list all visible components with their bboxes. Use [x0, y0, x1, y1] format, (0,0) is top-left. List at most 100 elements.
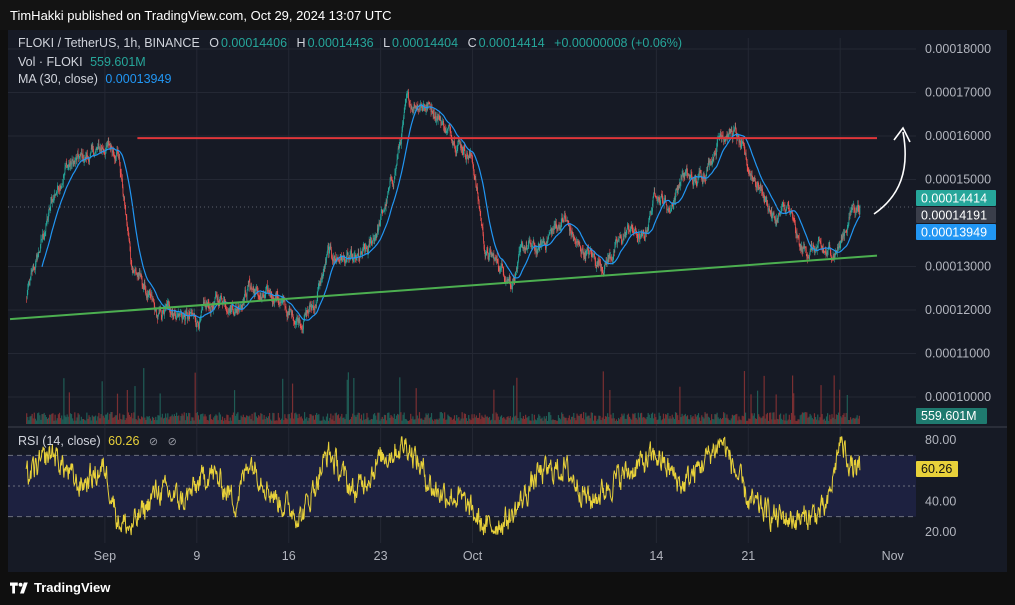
candle-body — [681, 175, 682, 177]
volume-bar — [179, 420, 181, 424]
candle-body — [465, 158, 467, 160]
candle-body — [384, 204, 386, 210]
candle-body — [332, 260, 334, 262]
volume-bar — [624, 418, 626, 424]
candle-body — [226, 309, 228, 312]
candle-body — [460, 143, 461, 148]
volume-bar — [689, 419, 691, 424]
volume-bar — [541, 417, 543, 424]
candle-body — [342, 256, 344, 260]
volume-bar — [516, 377, 518, 424]
volume-bar — [543, 416, 545, 424]
volume-legend[interactable]: Vol · FLOKI 559.601M — [18, 55, 148, 69]
volume-bar — [98, 412, 100, 424]
candle-body — [520, 243, 522, 246]
rsi-legend[interactable]: RSI (14, close) 60.26 ⊘ ⊘ — [18, 434, 179, 448]
volume-bar — [188, 412, 190, 424]
volume-bar — [665, 414, 667, 424]
volume-bar — [27, 417, 29, 424]
candle-body — [447, 128, 449, 129]
publish-bar: TimHakki published on TradingView.com, O… — [0, 0, 1015, 30]
candle-body — [221, 298, 223, 301]
candle-body — [344, 261, 346, 264]
candle-body — [473, 170, 475, 179]
volume-bar — [96, 420, 98, 424]
candle-body — [730, 129, 732, 132]
candle-body — [347, 253, 349, 258]
candle-body — [216, 294, 217, 297]
candle-body — [258, 296, 259, 297]
candle-body — [790, 212, 792, 213]
candle-body — [235, 307, 237, 309]
publish-line: TimHakki published on TradingView.com, O… — [10, 8, 392, 23]
volume-bar — [530, 420, 532, 424]
hide-icon[interactable]: ⊘ — [148, 436, 159, 448]
volume-bar — [740, 420, 742, 424]
candle-body — [121, 178, 123, 180]
volume-bar — [446, 419, 448, 424]
volume-bar — [318, 414, 320, 424]
candle-body — [604, 266, 605, 274]
candle-body — [128, 231, 129, 237]
candle-body — [190, 311, 192, 314]
candle-body — [610, 257, 612, 259]
candle-body — [797, 235, 799, 238]
tradingview-logo-icon — [10, 581, 28, 594]
volume-bar — [597, 419, 599, 424]
symbol-label[interactable]: FLOKI / TetherUS, 1h, BINANCE — [18, 36, 200, 50]
volume-bar — [436, 418, 438, 424]
volume-bar — [278, 417, 281, 424]
candle-body — [441, 124, 442, 126]
candle-body — [217, 297, 219, 303]
candle-body — [438, 114, 439, 119]
volume-bar — [295, 412, 297, 424]
volume-bar — [259, 416, 261, 424]
volume-bar — [42, 414, 44, 424]
candle-body — [710, 162, 711, 166]
volume-bar — [272, 412, 274, 424]
ma-legend[interactable]: MA (30, close) 0.00013949 — [18, 72, 173, 86]
candle-body — [120, 172, 122, 174]
candle-body — [759, 183, 761, 189]
candle-body — [483, 241, 485, 249]
volume-bar — [299, 417, 301, 424]
candle-body — [420, 105, 421, 108]
volume-bar — [470, 420, 472, 424]
volume-bar — [694, 414, 696, 424]
candle-body — [784, 205, 785, 207]
candle-body — [198, 322, 199, 327]
candle-body — [746, 159, 747, 162]
volume-bar — [77, 413, 79, 424]
candle-body — [378, 227, 379, 232]
candle-body — [207, 302, 209, 304]
volume-bar — [167, 413, 169, 424]
candle-body — [730, 129, 732, 132]
candle-body — [251, 288, 253, 290]
volume-bar — [506, 417, 508, 424]
candle-body — [479, 210, 481, 216]
candle-body — [826, 252, 827, 256]
candle-body — [304, 314, 306, 316]
volume-bar — [529, 420, 531, 424]
candle-body — [758, 187, 760, 190]
settings-icon[interactable]: ⊘ — [167, 436, 177, 448]
volume-bar — [274, 420, 276, 424]
volume-bar — [445, 419, 447, 424]
volume-bar — [320, 420, 322, 424]
candle-body — [196, 322, 198, 328]
candle-body — [534, 247, 536, 250]
candle-body — [265, 288, 267, 292]
candle-body — [565, 218, 567, 222]
candle-body — [118, 153, 119, 159]
candle-body — [399, 142, 401, 145]
volume-bar — [857, 418, 859, 424]
candle-body — [643, 234, 645, 238]
candle-body — [530, 243, 531, 245]
candle-body — [93, 148, 94, 155]
candle-body — [782, 203, 784, 205]
volume-bar — [380, 418, 382, 424]
candle-body — [125, 214, 127, 217]
candle-body — [454, 141, 455, 146]
price-label-box — [916, 224, 996, 240]
